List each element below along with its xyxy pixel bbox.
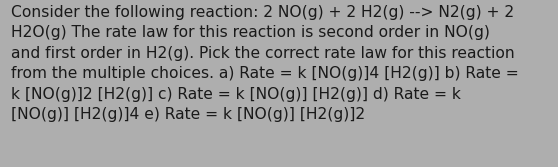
Text: Consider the following reaction: 2 NO(g) + 2 H2(g) --> N2(g) + 2
H2O(g) The rate: Consider the following reaction: 2 NO(g)…	[11, 5, 519, 122]
